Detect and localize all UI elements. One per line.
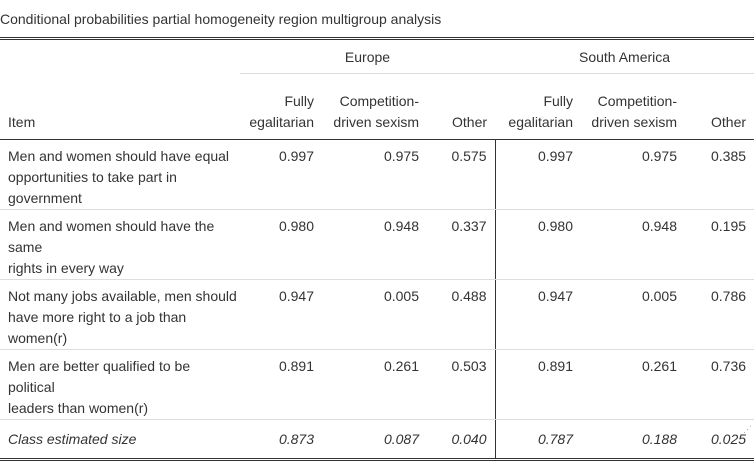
- column-header-sa-fully-egalitarian: Fully egalitarian: [495, 73, 582, 140]
- sa-fully-egalitarian-cell: 0.980: [495, 209, 582, 280]
- column-header-row: Item Fully egalitarian Competition-driven…: [0, 73, 754, 140]
- table-row: Not many jobs available, men should have …: [0, 279, 754, 350]
- eu-competition-cell: 0.948: [322, 209, 427, 280]
- eu-fully-egalitarian-cell: 0.947: [240, 279, 322, 350]
- sa-fully-egalitarian-cell: 0.891: [495, 349, 582, 420]
- sa-competition-cell: 0.261: [581, 349, 686, 420]
- group-header-row: Europe South America: [0, 37, 754, 74]
- eu-competition-cell: 0.005: [322, 279, 427, 350]
- resize-grip-icon[interactable]: ⋰: [743, 424, 752, 434]
- table-caption: Conditional probabilities partial homoge…: [0, 11, 442, 27]
- sa-competition-cell: 0.975: [581, 139, 686, 210]
- eu-fully-egalitarian-cell: 0.997: [240, 139, 322, 210]
- eu-fully-egalitarian-size: 0.873: [240, 419, 322, 461]
- eu-competition-size: 0.087: [322, 419, 427, 461]
- column-header-eu-other: Other: [427, 73, 496, 140]
- eu-fully-egalitarian-cell: 0.980: [240, 209, 322, 280]
- class-size-label: Class estimated size: [0, 419, 240, 461]
- table-row: Men are better qualified to be political…: [0, 349, 754, 420]
- sa-fully-egalitarian-cell: 0.947: [495, 279, 582, 350]
- eu-other-cell: 0.488: [427, 279, 496, 350]
- eu-fully-egalitarian-cell: 0.891: [240, 349, 322, 420]
- sa-competition-cell: 0.948: [581, 209, 686, 280]
- item-cell: Not many jobs available, men should have …: [0, 279, 240, 350]
- sa-competition-cell: 0.005: [581, 279, 686, 350]
- sa-fully-egalitarian-size: 0.787: [495, 419, 582, 461]
- sa-other-cell: 0.385: [685, 139, 754, 210]
- eu-competition-cell: 0.975: [322, 139, 427, 210]
- column-header-sa-competition-driven-sexism: Competition-driven sexism: [581, 73, 686, 140]
- group-header-europe: Europe: [240, 37, 496, 74]
- column-header-eu-competition-driven-sexism: Competition-driven sexism: [322, 73, 427, 140]
- column-header-item: Item: [0, 73, 240, 140]
- sa-other-cell: 0.736: [685, 349, 754, 420]
- results-table: Europe South America Item Fully egalitari…: [0, 37, 754, 461]
- sa-fully-egalitarian-cell: 0.997: [495, 139, 582, 210]
- item-cell: Men and women should have the same rights…: [0, 209, 240, 280]
- group-header-blank: [0, 37, 240, 74]
- column-header-sa-other: Other: [685, 73, 754, 140]
- table-row: Men and women should have the same rights…: [0, 209, 754, 280]
- group-header-south-america: South America: [495, 37, 754, 74]
- eu-other-cell: 0.575: [427, 139, 496, 210]
- sa-other-cell: 0.195: [685, 209, 754, 280]
- sa-other-cell: 0.786: [685, 279, 754, 350]
- eu-other-size: 0.040: [427, 419, 496, 461]
- column-header-eu-fully-egalitarian: Fully egalitarian: [240, 73, 322, 140]
- sa-competition-size: 0.188: [581, 419, 686, 461]
- class-size-row: Class estimated size 0.873 0.087 0.040 0…: [0, 419, 754, 461]
- item-cell: Men are better qualified to be political…: [0, 349, 240, 420]
- eu-other-cell: 0.503: [427, 349, 496, 420]
- item-cell: Men and women should have equal opportuni…: [0, 139, 240, 210]
- eu-other-cell: 0.337: [427, 209, 496, 280]
- table-row: Men and women should have equal opportuni…: [0, 139, 754, 210]
- eu-competition-cell: 0.261: [322, 349, 427, 420]
